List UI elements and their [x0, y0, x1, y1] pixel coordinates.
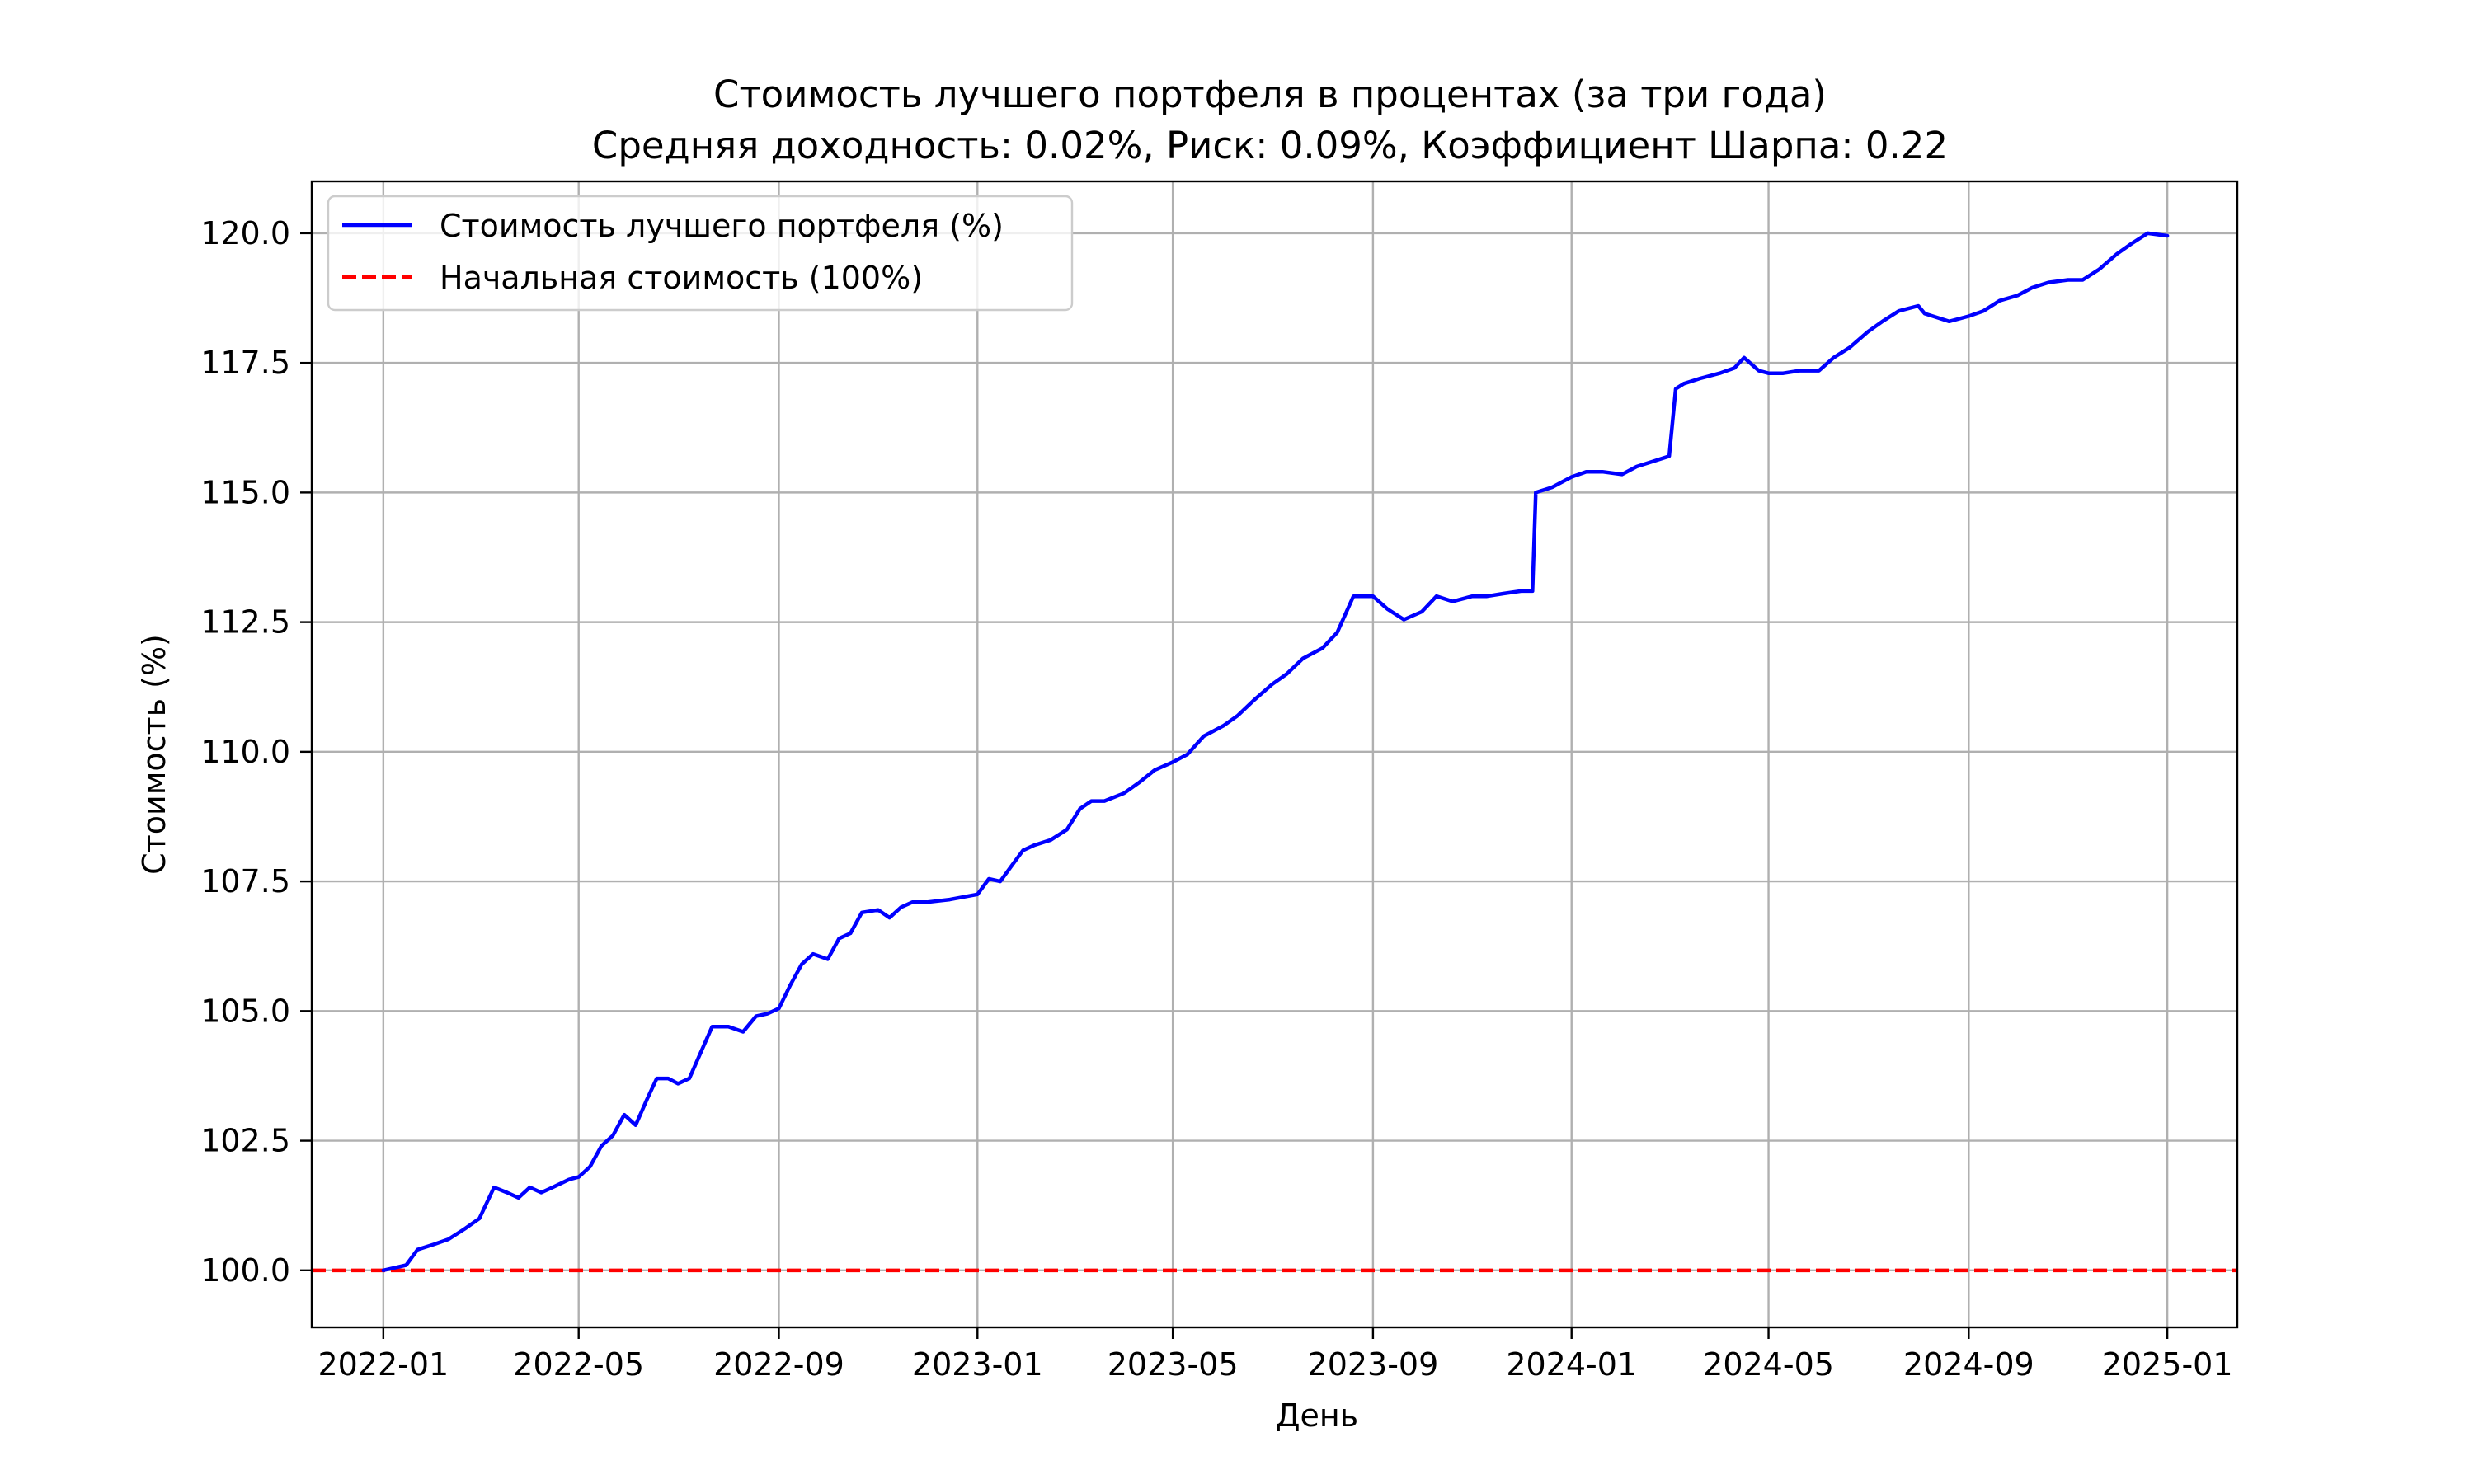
chart-subtitle: Средняя доходность: 0.02%, Риск: 0.09%, … [592, 124, 1948, 167]
x-tick-label: 2022-01 [317, 1346, 449, 1383]
x-tick-label: 2024-09 [1903, 1346, 2034, 1383]
y-tick-label: 112.5 [200, 604, 290, 641]
y-tick-label: 110.0 [200, 734, 290, 770]
x-tick-label: 2022-05 [513, 1346, 644, 1383]
portfolio-value-line [381, 231, 2170, 1273]
x-tick-label: 2023-05 [1108, 1346, 1239, 1383]
legend: Стоимость лучшего портфеля (%) Начальная… [327, 195, 1074, 312]
y-tick-label: 107.5 [200, 863, 290, 899]
legend-box [327, 195, 1074, 312]
y-tick-label: 115.0 [200, 474, 290, 510]
plot-frame [310, 180, 2239, 1329]
x-tick-label: 2023-09 [1308, 1346, 1439, 1383]
x-tick-label: 2023-01 [912, 1346, 1043, 1383]
legend-label-baseline: Начальная стоимость (100%) [440, 260, 923, 296]
y-tick-label: 100.0 [200, 1252, 290, 1289]
x-tick-label: 2025-01 [2102, 1346, 2233, 1383]
chart-title: Стоимость лучшего портфеля в процентах (… [713, 73, 1827, 116]
x-tick-label: 2022-09 [713, 1346, 844, 1383]
y-tick-label: 105.0 [200, 993, 290, 1029]
x-axis: 2022-01 2022-05 2022-09 2023-01 2023-05 2023-… [317, 1327, 2233, 1383]
y-axis: 100.0 102.5 105.0 107.5 110.0 112.5 115.0 117.5… [200, 215, 312, 1289]
series-layer [312, 231, 2237, 1273]
y-tick-label: 117.5 [200, 345, 290, 381]
y-tick-label: 120.0 [200, 215, 290, 251]
legend-label-portfolio: Стоимость лучшего портфеля (%) [440, 208, 1004, 244]
y-axis-label: Стоимость (%) [136, 634, 172, 875]
x-tick-label: 2024-01 [1506, 1346, 1637, 1383]
plot-area [312, 181, 2237, 1327]
x-tick-label: 2024-05 [1703, 1346, 1834, 1383]
y-tick-label: 102.5 [200, 1123, 290, 1159]
x-axis-label: День [1276, 1397, 1358, 1434]
